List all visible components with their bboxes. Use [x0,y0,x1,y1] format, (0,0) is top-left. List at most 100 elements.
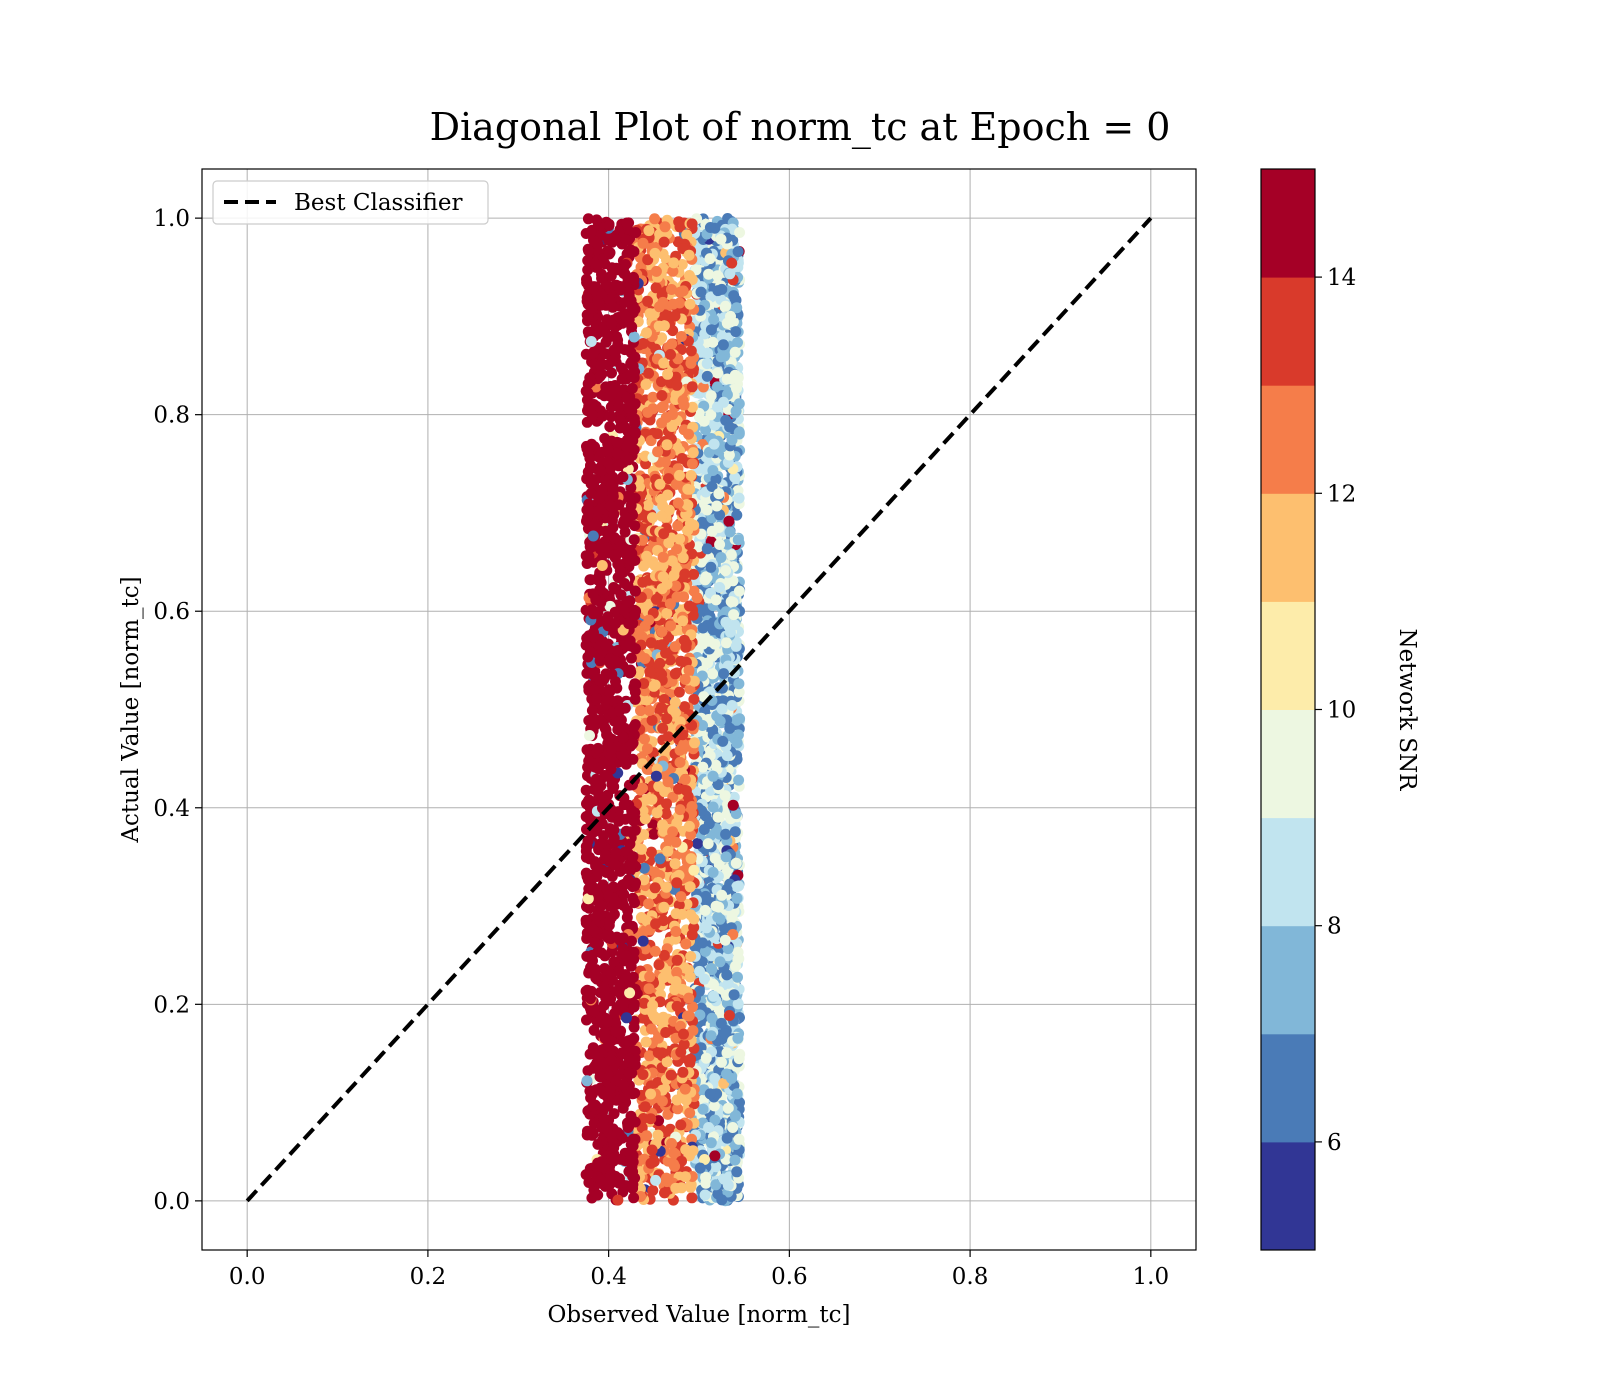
scatter-point [661,1056,673,1068]
scatter-point [687,447,699,459]
scatter-point [734,227,746,238]
scatter-point [671,954,683,966]
scatter-point [671,817,683,829]
scatter-point [581,1014,592,1026]
scatter-point [658,320,670,332]
scatter-point [651,428,663,440]
scatter-point [644,665,656,677]
scatter-point [733,880,745,892]
scatter-point [730,326,742,338]
scatter-point [686,458,698,470]
scatter-point [650,770,662,782]
scatter-point [729,346,741,358]
scatter-point [730,405,742,417]
scatter-point [688,693,700,705]
scatter-point [672,497,684,509]
scatter-point [637,1012,649,1024]
scatter-point [658,949,670,961]
scatter-point [729,369,741,381]
scatter-point [704,222,716,233]
scatter-point [722,977,734,989]
scatter-point [711,381,723,393]
scatter-point [714,956,726,968]
scatter-point [628,331,640,343]
scatter-point [635,912,647,923]
scatter-point [717,339,729,351]
scatter-point [649,945,661,957]
scatter-point [705,1137,717,1149]
scatter-point [656,390,668,401]
scatter-point [680,938,692,950]
scatter-point [701,922,713,934]
scatter-point [645,1113,657,1125]
scatter-point [678,1028,689,1040]
scatter-point [638,874,650,886]
scatter-point [646,1144,658,1156]
scatter-point [693,985,705,997]
scatter-point [688,585,700,597]
scatter-point [714,715,726,727]
scatter-point [628,721,640,733]
scatter-point [731,509,743,521]
scatter-point [733,492,745,504]
scatter-point [683,820,695,832]
scatter-point [731,382,742,394]
scatter-point [707,336,719,348]
scatter-point [639,1101,651,1113]
scatter-point [710,759,722,771]
scatter-point [675,1046,687,1058]
scatter-point [730,808,742,820]
scatter-point [670,908,682,920]
scatter-point [720,616,732,628]
scatter-point [656,510,668,522]
scatter-point [713,488,725,500]
scatter-point [645,846,657,858]
scatter-point [721,1047,733,1059]
scatter-point [645,637,657,649]
scatter-point [731,1088,743,1100]
scatter-point [716,889,728,901]
scatter-point [684,517,696,529]
scatter-point [726,257,738,269]
scatter-point [712,270,723,282]
scatter-point [727,929,739,940]
scatter-point [656,626,668,638]
scatter-point [709,852,721,864]
scatter-point [726,434,738,446]
scatter-point [617,1102,629,1114]
scatter-point [670,580,682,592]
scatter-point [665,620,677,632]
scatter-point [678,739,690,750]
scatter-point [677,285,689,297]
scatter-point [657,972,669,984]
scatter-point [628,1032,640,1044]
scatter-point [685,357,697,369]
scatter-point [674,469,685,481]
scatter-point [628,1192,640,1204]
scatter-point [703,1122,715,1133]
scatter-point [651,593,662,605]
scatter-point [701,370,713,382]
scatter-point [677,1066,689,1078]
scatter-point [734,1097,745,1108]
scatter-point [722,1102,734,1114]
scatter-point [643,983,655,995]
scatter-point [621,392,633,404]
scatter-point [716,1194,728,1206]
scatter-point [660,1172,672,1184]
scatter-point [688,913,700,925]
scatter-point [610,847,622,859]
scatter-point [641,550,653,562]
scatter-point [659,221,671,233]
scatter-point [733,585,745,597]
scatter-point [662,845,674,857]
scatter-point [714,1007,726,1019]
scatter-point [676,453,688,464]
scatter-point [715,1017,727,1029]
scatter-point [712,367,724,379]
scatter-point [581,1075,593,1087]
scatter-point [661,713,673,725]
scatter-point [683,270,695,281]
scatter-point [595,359,607,371]
scatter-point [725,549,737,561]
